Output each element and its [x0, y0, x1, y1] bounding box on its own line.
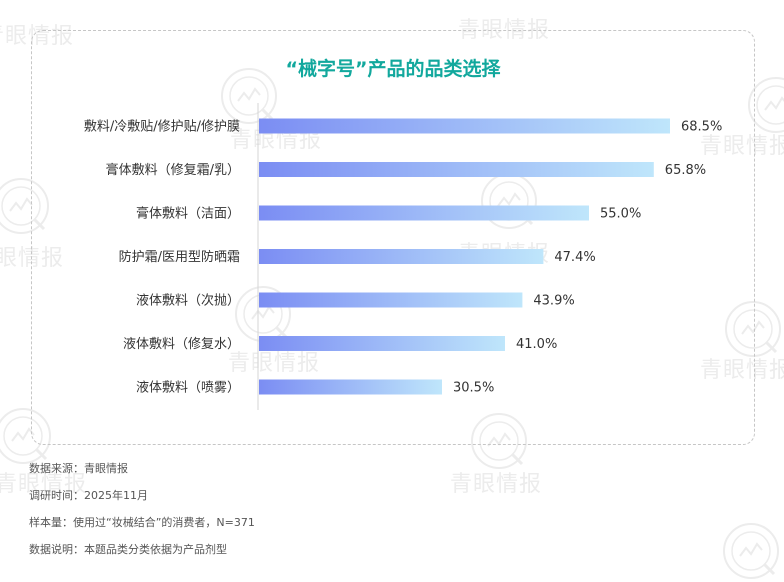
chart-frame: [31, 30, 755, 445]
bar: [259, 162, 654, 177]
chart-title: “械字号”产品的品类选择: [285, 58, 501, 80]
bar: [259, 205, 589, 221]
bar: [259, 118, 670, 134]
category-label: 防护霜/医用型防晒霜: [119, 249, 240, 265]
category-label: 液体敷料（喷雾）: [136, 381, 240, 396]
survey-time-note: 调研时间：2025年11月: [29, 489, 148, 502]
bar: [259, 249, 544, 264]
category-label: 膏体敷料（洁面）: [136, 206, 240, 222]
notes-block: 数据来源：青眼情报 调研时间：2025年11月 样本量：使用过“妆械结合”的消费…: [29, 462, 255, 570]
sample-note: 样本量：使用过“妆械结合”的消费者，N=371: [29, 516, 255, 529]
value-label: 43.9%: [533, 294, 574, 309]
category-label: 敷料/冷敷贴/修护贴/修护膜: [84, 120, 240, 135]
bar: [259, 379, 442, 395]
value-label: 41.0%: [516, 337, 557, 352]
category-label: 液体敷料（次抛）: [136, 293, 240, 309]
value-label: 47.4%: [554, 250, 595, 265]
source-note: 数据来源：青眼情报: [29, 462, 128, 475]
value-label: 30.5%: [453, 381, 494, 396]
category-label: 液体敷料（修复水）: [123, 337, 240, 352]
value-label: 55.0%: [600, 207, 641, 222]
value-label: 65.8%: [665, 163, 706, 178]
category-label: 膏体敷料（修复霜/乳）: [106, 162, 240, 178]
explanation-note: 数据说明：本题品类分类依据为产品剂型: [29, 543, 227, 556]
value-label: 68.5%: [681, 120, 722, 135]
bars-group: 敷料/冷敷贴/修护贴/修护膜 68.5% 膏体敷料（修复霜/乳） 65.8% 膏体敷料（…: [84, 118, 722, 396]
bar: [259, 292, 523, 308]
bar: [259, 336, 505, 351]
